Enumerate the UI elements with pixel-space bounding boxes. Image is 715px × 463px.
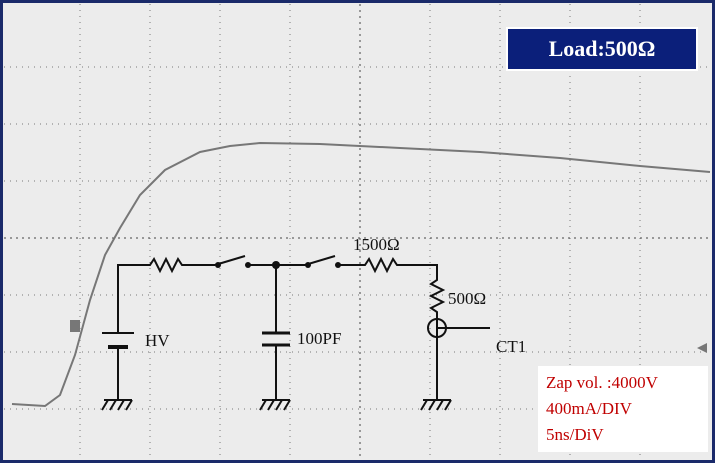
switch-contact: [305, 262, 311, 268]
page: 1500Ω 500Ω HV 100PF CT1 Load:500Ω Zap vo…: [0, 0, 715, 463]
setting-text: 5ns/DiV: [546, 425, 604, 444]
node: [272, 261, 280, 269]
scope-screen: 1500Ω 500Ω HV 100PF CT1 Load:500Ω Zap vo…: [0, 0, 715, 463]
load-label: Load:500Ω: [549, 36, 656, 61]
trigger-marker: [70, 320, 80, 332]
resistor-label: 1500Ω: [353, 235, 400, 254]
setting-text: Zap vol. :4000V: [546, 373, 659, 392]
switch-contact: [245, 262, 251, 268]
capacitor-label: 100PF: [297, 329, 341, 348]
switch-contact: [335, 262, 341, 268]
resistor-label: 500Ω: [448, 289, 486, 308]
source-label: HV: [145, 331, 170, 350]
switch-contact: [215, 262, 221, 268]
setting-text: 400mA/DIV: [546, 399, 633, 418]
probe-label: CT1: [496, 337, 526, 356]
